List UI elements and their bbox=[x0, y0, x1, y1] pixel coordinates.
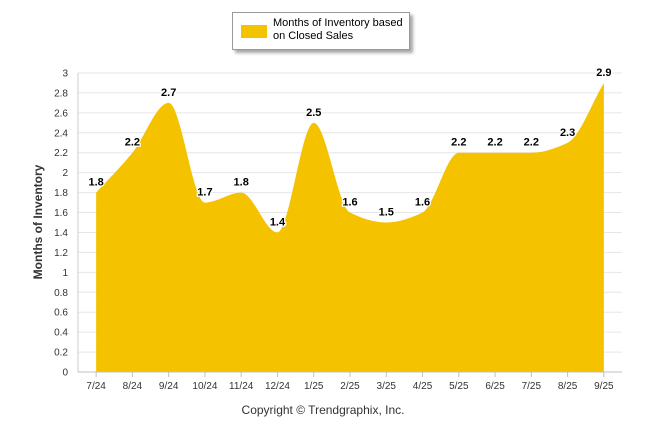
data-label: 1.7 bbox=[197, 187, 212, 199]
data-label: 1.6 bbox=[342, 197, 357, 209]
x-tick-label: 6/25 bbox=[485, 381, 505, 392]
y-tick-label: 0.8 bbox=[54, 288, 68, 299]
y-tick-label: 0 bbox=[62, 368, 68, 379]
y-tick-label: 1.8 bbox=[54, 188, 68, 199]
x-tick-label: 12/24 bbox=[265, 381, 290, 392]
legend-label-line1: Months of Inventory based bbox=[273, 17, 403, 29]
x-axis-ticks: 7/24 8/24 9/24 10/24 11/24 12/24 1/25 2/25 3/25 4… bbox=[86, 372, 614, 392]
area-fill bbox=[96, 82, 604, 372]
x-tick-label: 7/25 bbox=[522, 381, 542, 392]
area-series bbox=[78, 82, 622, 373]
y-tick-label: 1.4 bbox=[54, 228, 68, 239]
copyright-footer: Copyright © Trendgraphix, Inc. bbox=[241, 403, 405, 417]
x-tick-label: 9/24 bbox=[159, 381, 179, 392]
legend-label: Months of Inventory based on Closed Sale… bbox=[273, 17, 407, 43]
legend-label-line2: on Closed Sales bbox=[273, 30, 354, 42]
data-labels: 1.8 2.2 2.7 1.7 1.8 1.4 2.5 1.6 1.5 1.6 2.2 2.2 2.2 2… bbox=[87, 66, 613, 230]
y-tick-label: 0.4 bbox=[54, 328, 68, 339]
data-label: 2.2 bbox=[487, 137, 502, 149]
y-tick-label: 2 bbox=[62, 168, 68, 179]
x-tick-label: 8/25 bbox=[558, 381, 578, 392]
x-tick-label: 9/25 bbox=[594, 381, 614, 392]
data-label: 2.5 bbox=[306, 107, 321, 119]
y-tick-label: 2.4 bbox=[54, 128, 68, 139]
x-tick-label: 5/25 bbox=[449, 381, 469, 392]
y-axis-ticks: 0 0.2 0.4 0.6 0.8 1 1.2 1.4 1.6 1.8 2 2.2 2.4 2.6 2.8 3 bbox=[54, 69, 68, 379]
x-tick-label: 11/24 bbox=[229, 381, 254, 392]
y-tick-label: 2.8 bbox=[54, 88, 68, 99]
x-tick-label: 4/25 bbox=[413, 381, 433, 392]
legend[interactable]: Months of Inventory based on Closed Sale… bbox=[232, 12, 410, 50]
data-label: 1.8 bbox=[88, 177, 103, 189]
x-tick-label: 10/24 bbox=[192, 381, 217, 392]
data-label: 1.4 bbox=[270, 216, 286, 228]
y-axis-title: Months of Inventory bbox=[31, 164, 45, 280]
data-label: 2.2 bbox=[125, 137, 140, 149]
y-tick-label: 1.2 bbox=[54, 248, 68, 259]
x-tick-label: 8/24 bbox=[123, 381, 143, 392]
data-label: 2.9 bbox=[596, 67, 611, 79]
y-tick-label: 3 bbox=[62, 69, 68, 80]
data-label: 2.3 bbox=[560, 127, 575, 139]
data-label: 1.6 bbox=[415, 197, 430, 209]
y-tick-label: 0.6 bbox=[54, 308, 68, 319]
x-tick-label: 7/24 bbox=[86, 381, 106, 392]
y-tick-label: 2.6 bbox=[54, 108, 68, 119]
y-tick-label: 2.2 bbox=[54, 148, 68, 159]
data-label: 1.5 bbox=[379, 207, 394, 219]
data-label: 1.8 bbox=[234, 177, 249, 189]
x-tick-label: 3/25 bbox=[377, 381, 397, 392]
y-tick-label: 0.2 bbox=[54, 348, 68, 359]
data-label: 2.2 bbox=[524, 137, 539, 149]
data-label: 2.2 bbox=[451, 137, 466, 149]
x-tick-label: 2/25 bbox=[340, 381, 360, 392]
y-tick-label: 1 bbox=[62, 268, 68, 279]
data-label: 2.7 bbox=[161, 87, 176, 99]
y-tick-label: 1.6 bbox=[54, 208, 68, 219]
x-tick-label: 1/25 bbox=[304, 381, 324, 392]
legend-swatch bbox=[241, 25, 267, 38]
